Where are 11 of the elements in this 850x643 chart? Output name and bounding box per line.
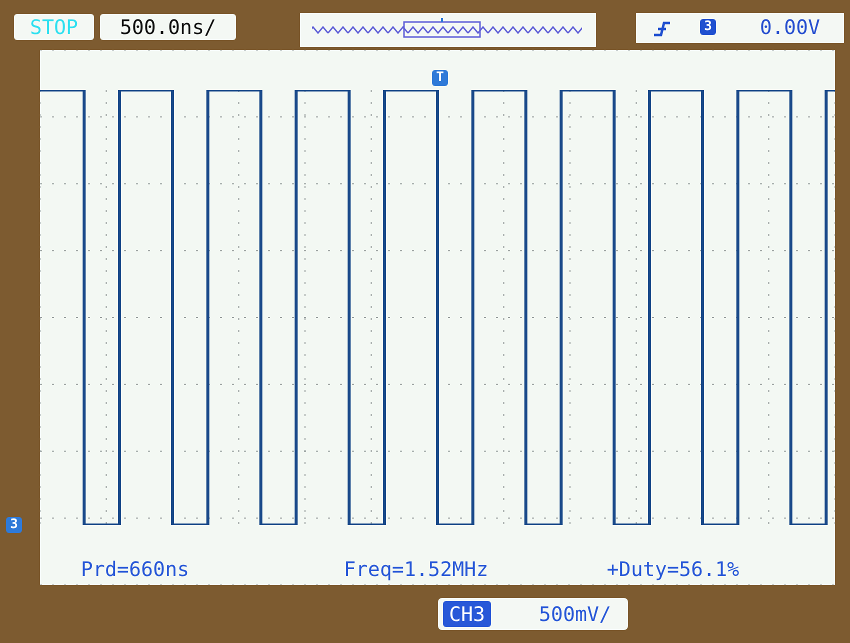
text: Prd=660ns	[80, 556, 190, 582]
text: 3	[6, 517, 22, 533]
text: 500mV/	[538, 601, 612, 627]
text: 500.0ns/	[100, 14, 236, 40]
text: STOP	[14, 14, 94, 40]
text: CH3	[443, 601, 491, 627]
text: T	[432, 70, 448, 86]
text: 3	[700, 19, 716, 35]
text: 0.00V	[758, 14, 822, 40]
text: +Duty=56.1%	[606, 556, 740, 582]
text: Freq=1.52MHz	[342, 556, 490, 582]
